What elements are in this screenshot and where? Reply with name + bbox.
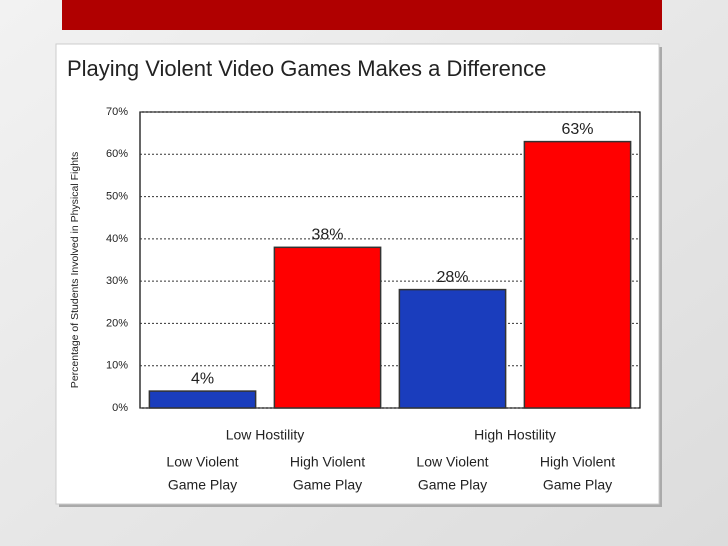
y-tick-label: 60% [106,148,128,160]
y-tick-label: 10% [106,360,128,372]
bar [398,288,507,409]
y-tick-label: 20% [106,317,128,329]
x-tick-label: Game Play [168,477,237,493]
x-tick-label: Low Violent [416,454,488,470]
value-label: 38% [311,227,343,244]
bar [273,246,382,409]
x-tick-label: Game Play [293,477,362,493]
x-tick-label: Low Violent [166,454,238,470]
y-tick-label: 30% [106,275,128,287]
x-tick-label: High Violent [290,454,365,470]
value-label: 4% [191,370,214,387]
value-label: 63% [561,121,593,138]
x-tick-label: High Violent [540,454,615,470]
group-label: Low Hostility [226,427,305,443]
chart-title: Playing Violent Video Games Makes a Diff… [67,56,546,81]
group-label: High Hostility [474,427,556,443]
y-axis-label: Percentage of Students Involved in Physi… [69,152,81,388]
x-tick-label: Game Play [418,477,487,493]
y-tick-label: 70% [106,106,128,118]
header-bar [62,0,662,30]
y-tick-label: 40% [106,233,128,245]
bar [148,390,257,409]
y-tick-label: 50% [106,190,128,202]
value-label: 28% [436,269,468,286]
x-tick-label: Game Play [543,477,612,493]
y-tick-label: 0% [112,402,128,414]
bar [523,140,632,409]
